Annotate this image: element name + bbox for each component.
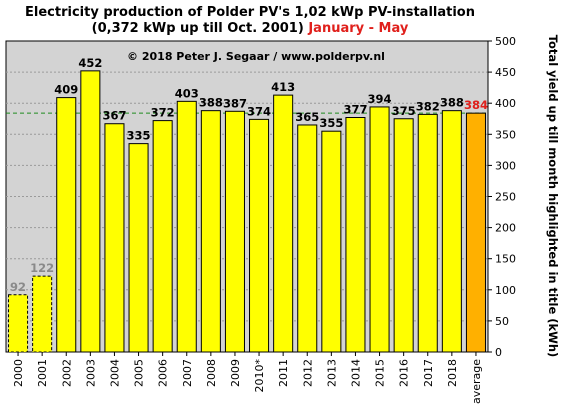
x-tick-label: 2017 [422,359,435,387]
x-tick-label: 2000 [12,359,25,387]
bar-value-label: 387 [223,96,247,110]
y-tick-label: 100 [495,284,516,297]
bar-value-label: 409 [54,83,78,97]
bar-2000 [8,294,29,353]
bar-2015 [369,106,390,353]
bar-2012 [297,124,318,353]
x-tick-label: 2006 [157,359,170,387]
x-tick-label: 2009 [229,359,242,387]
x-tick-label: 2002 [60,359,73,387]
bar-2011 [273,94,294,353]
y-tick-label: 200 [495,222,516,235]
chart-title-line2: (0,372 kWp up till Oct. 2001) January - … [92,21,409,36]
x-tick-label: 2013 [325,359,338,387]
chart-title-line1: Electricity production of Polder PV's 1,… [25,5,475,20]
bar-value-label: 384 [464,98,488,112]
x-axis-ticks: 2000 2001 2002 2003 2004 2005 2006 2007 2008 2009… [12,352,483,404]
x-tick-label: 2005 [133,359,146,387]
y-axis-label: Total yield up till month highlighted in… [546,35,560,358]
bar-2014 [345,117,366,353]
bar-2009 [224,110,245,353]
bar-value-label: 367 [102,109,126,123]
y-tick-label: 500 [495,35,516,48]
x-tick-label: 2001 [36,359,49,387]
chart-title-period-note: (0,372 kWp up till Oct. 2001) [92,21,309,36]
bar-2016 [393,118,414,353]
chart-title-months: January - May [307,21,409,36]
bar-2008 [200,110,221,353]
bar-value-label: 122 [30,261,54,275]
copyright-credit: © 2018 Peter J. Segaar / www.polderpv.nl [127,50,385,63]
bar-value-label: 413 [271,80,295,94]
y-tick-label: 350 [495,128,516,141]
bar-value-label: 375 [392,104,416,118]
bar-2010 [249,118,270,353]
bar-value-label: 452 [78,56,102,70]
x-tick-label: 2012 [301,359,314,387]
bar-2005 [128,143,149,353]
y-tick-label: 0 [495,346,502,359]
bar-value-label: 388 [199,96,223,110]
bar-2017 [417,113,438,353]
x-tick-label: 2010* [253,359,266,393]
bar-value-label: 355 [319,116,343,130]
bar-2006 [152,120,173,353]
bar-2001 [32,275,53,353]
y-tick-label: 300 [495,159,516,172]
x-tick-label: 2008 [205,359,218,387]
x-tick-label: 2015 [374,359,387,387]
bar-value-label: 374 [247,104,271,118]
bar-value-label: 388 [440,96,464,110]
bar-value-label: 365 [295,110,319,124]
bar-value-label: 92 [10,280,26,294]
bar-value-label: 394 [368,92,392,106]
bar-2004 [104,123,125,353]
bar-2007 [176,100,197,353]
y-tick-label: 250 [495,191,516,204]
y-tick-label: 400 [495,97,516,110]
x-tick-label: 2007 [181,359,194,387]
y-tick-label: 150 [495,253,516,266]
bar-value-label: 382 [416,99,440,113]
y-tick-label: 450 [495,66,516,79]
x-tick-label: average [470,359,483,404]
x-tick-label: 2003 [84,359,97,387]
x-tick-label: 2011 [277,359,290,387]
x-tick-label: 2004 [108,359,121,387]
bar-2013 [321,130,342,353]
x-tick-label: 2014 [349,359,362,387]
x-tick-label: 2018 [446,359,459,387]
bar-value-label: 335 [127,129,151,143]
x-tick-label: 2016 [398,359,411,387]
bar-2018 [441,110,462,353]
bars [8,70,486,353]
bar-value-label: 377 [343,103,367,117]
bar-average [465,112,486,353]
bar-2003 [80,70,101,353]
y-axis-ticks: 0 50 100 150 200 250 300 350 400 450 500 [488,35,516,359]
bar-value-label: 372 [151,106,175,120]
bar-value-label: 403 [175,86,199,100]
bar-2002 [56,97,77,353]
y-tick-label: 50 [495,315,509,328]
